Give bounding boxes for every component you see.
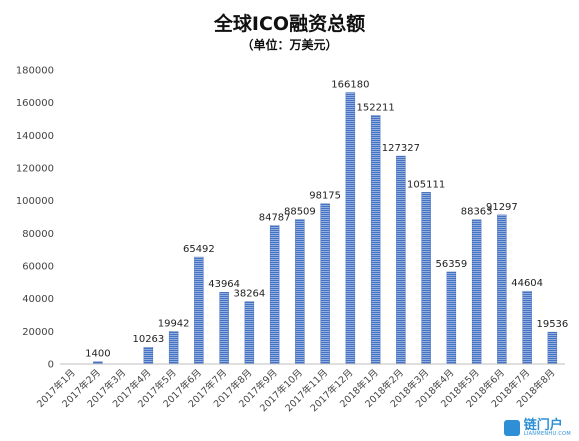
bar bbox=[471, 219, 482, 365]
x-axis: 2017年1月2017年2月2017年3月2017年4月2017年5月2017年… bbox=[34, 367, 557, 415]
bar bbox=[345, 92, 356, 365]
y-tick-label: 80000 bbox=[22, 229, 54, 240]
y-tick-label: 100000 bbox=[16, 196, 54, 207]
y-tick-label: 140000 bbox=[16, 131, 54, 142]
watermark-url: LIANMENHU.COM bbox=[523, 431, 571, 437]
bar bbox=[396, 155, 406, 365]
bar bbox=[244, 301, 255, 365]
data-label: 38264 bbox=[233, 289, 265, 300]
data-label: 43964 bbox=[208, 279, 240, 290]
y-tick-label: 0 bbox=[48, 360, 54, 371]
bar bbox=[295, 219, 305, 365]
bar bbox=[421, 192, 431, 365]
bar bbox=[219, 291, 229, 365]
y-tick-label: 40000 bbox=[22, 294, 54, 305]
data-label: 56359 bbox=[435, 259, 467, 270]
y-tick-label: 20000 bbox=[22, 327, 54, 338]
bar bbox=[194, 256, 204, 365]
data-label: 152211 bbox=[357, 102, 395, 113]
data-label: 65492 bbox=[183, 244, 215, 255]
watermark: 链门户 LIANMENHU.COM bbox=[503, 418, 571, 437]
data-label: 84787 bbox=[259, 213, 291, 224]
data-label: 91297 bbox=[486, 202, 518, 213]
data-label: 44604 bbox=[511, 278, 543, 289]
y-tick-label: 180000 bbox=[16, 66, 54, 77]
watermark-logo-icon bbox=[503, 420, 520, 436]
watermark-text: 链门户 bbox=[523, 418, 563, 433]
bar bbox=[370, 115, 381, 365]
bar bbox=[522, 290, 532, 365]
bar-series bbox=[93, 92, 558, 365]
bar bbox=[497, 214, 507, 365]
data-label: 19942 bbox=[158, 318, 190, 329]
y-tick-label: 120000 bbox=[16, 164, 54, 175]
bar bbox=[320, 203, 330, 365]
bar bbox=[143, 347, 154, 365]
bar bbox=[446, 271, 457, 365]
data-label: 88363 bbox=[461, 207, 493, 218]
chart-subtitle: （单位：万美元） bbox=[241, 38, 338, 52]
bar bbox=[168, 331, 179, 365]
data-label: 1400 bbox=[85, 349, 110, 360]
data-label: 127327 bbox=[382, 143, 420, 154]
data-label: 98175 bbox=[309, 191, 341, 202]
y-axis: 0 20000 40000 60000 80000 100000 120000 140000 1… bbox=[16, 66, 54, 371]
chart-title: 全球ICO融资总额 bbox=[213, 13, 366, 35]
y-tick-label: 60000 bbox=[22, 262, 54, 273]
data-label: 19536 bbox=[536, 319, 568, 330]
data-label: 105111 bbox=[407, 179, 445, 190]
data-label: 10263 bbox=[132, 334, 164, 345]
bar bbox=[547, 331, 558, 365]
bar bbox=[269, 225, 280, 365]
y-tick-label: 160000 bbox=[16, 98, 54, 109]
data-label: 166180 bbox=[331, 80, 369, 91]
data-label: 88509 bbox=[284, 206, 316, 217]
